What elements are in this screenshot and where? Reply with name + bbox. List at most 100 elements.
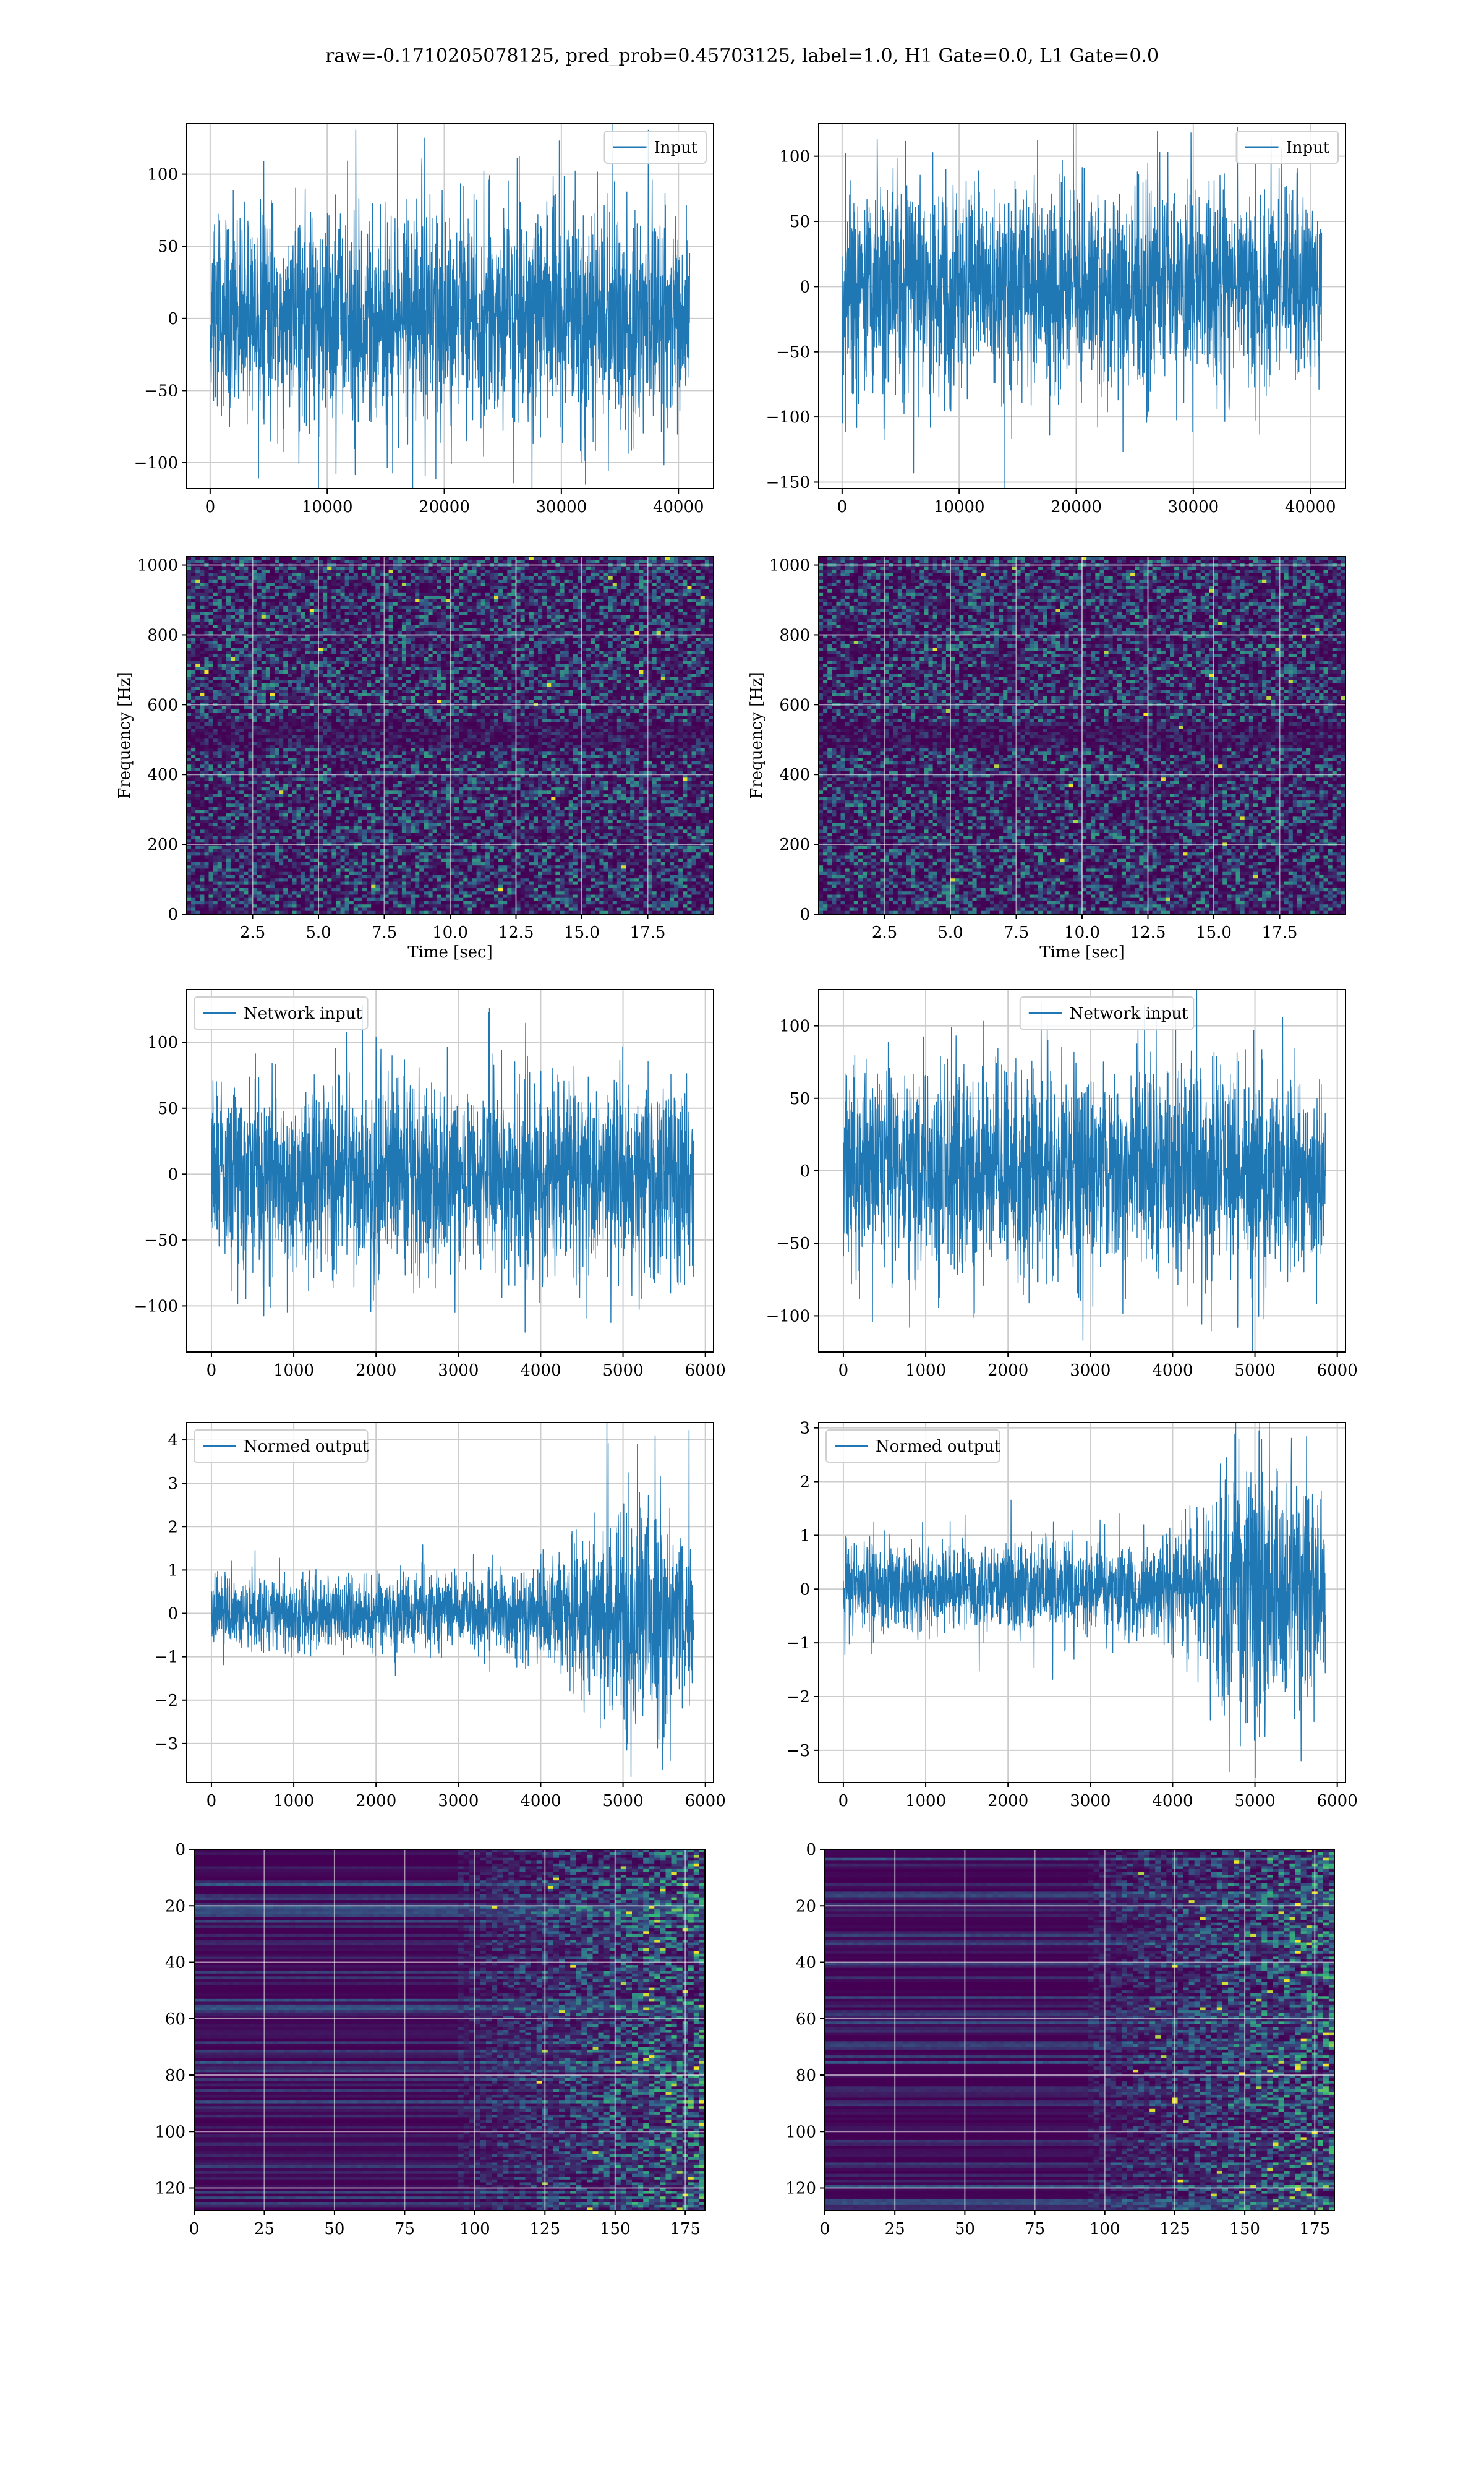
- spectrogram-left-cell: [385, 573, 390, 576]
- spectrogram-left-cell: [336, 580, 341, 583]
- spectrogram-left-cell: [341, 567, 346, 570]
- spectrogram-left-cell: [507, 570, 512, 573]
- spectrogram-left-cell: [485, 576, 490, 580]
- spectrogram-left-cell: [551, 580, 556, 583]
- spectrogram-left-cell: [555, 576, 560, 580]
- spectrogram-left-cell: [204, 576, 209, 580]
- spectrogram-left-cell: [226, 567, 231, 570]
- spectrogram-left-cell: [477, 570, 482, 573]
- spectrogram-left-cell: [481, 567, 486, 570]
- spectrogram-left-cell: [213, 576, 218, 580]
- spectrogram-left-cell: [485, 560, 490, 563]
- spectrogram-left-cell: [200, 576, 205, 580]
- spectrogram-left-cell: [555, 570, 560, 573]
- spectrogram-left-cell: [288, 580, 292, 583]
- spectrogram-left-cell: [429, 560, 433, 563]
- spectrogram-left-cell: [231, 576, 236, 580]
- spectrogram-left-cell: [542, 580, 547, 583]
- spectrogram-left-cell: [661, 576, 666, 580]
- spectrogram-left-cell: [490, 576, 495, 580]
- spectrogram-left-cell: [349, 576, 354, 580]
- spectrogram-left-cell: [459, 580, 464, 583]
- spectrogram-left-cell: [270, 567, 275, 570]
- input-right-ytick-label: 0: [800, 278, 810, 296]
- spectrogram-left-cell: [301, 560, 306, 563]
- spectrogram-left-cell: [525, 576, 530, 580]
- spectrogram-left-cell: [573, 573, 578, 576]
- spectrogram-left-cell: [626, 567, 631, 570]
- spectrogram-left-cell: [586, 560, 591, 563]
- spectrogram-left-cell: [503, 576, 508, 580]
- spectrogram-left-cell: [617, 573, 622, 576]
- spectrogram-left-cell: [599, 580, 604, 583]
- spectrogram-left-cell: [323, 580, 328, 583]
- spectrogram-left-cell: [187, 580, 192, 583]
- spectrogram-left-cell: [516, 560, 521, 563]
- spectrogram-left-cell: [222, 573, 227, 576]
- spectrogram-left-cell: [222, 570, 227, 573]
- spectrogram-left-cell: [463, 560, 468, 563]
- spectrogram-left-cell: [310, 570, 315, 573]
- spectrogram-left-cell: [705, 573, 710, 576]
- spectrogram-left-cell: [687, 573, 692, 576]
- spectrogram-left-cell: [441, 576, 446, 580]
- spectrogram-left-cell: [419, 576, 424, 580]
- spectrogram-left-cell: [358, 560, 363, 563]
- spectrogram-left-cell: [547, 573, 552, 576]
- spectrogram-left-cell: [542, 573, 547, 576]
- spectrogram-left-cell: [419, 570, 424, 573]
- spectrogram-left-cell: [398, 567, 403, 570]
- spectrogram-left-cell: [648, 560, 653, 563]
- spectrogram-left-cell: [617, 576, 622, 580]
- spectrogram-left-cell: [692, 573, 697, 576]
- spectrogram-left-cell: [283, 570, 288, 573]
- spectrogram-left-cell: [239, 573, 244, 576]
- spectrogram-left-panel: 2.5 5.0 7.5 10.0 12.5 15.0 17.5020040060080010…: [116, 557, 714, 962]
- spectrogram-left-cell: [209, 570, 214, 573]
- spectrogram-left-cell: [419, 567, 424, 570]
- input-left-xtick-label: 30000: [536, 498, 587, 516]
- spectrogram-left-cell: [551, 560, 556, 563]
- spectrogram-left-cell: [204, 573, 209, 576]
- spectrogram-left-cell: [595, 580, 600, 583]
- spectrogram-left-cell: [257, 560, 262, 563]
- spectrogram-left-cell: [354, 567, 359, 570]
- spectrogram-left-cell: [450, 570, 455, 573]
- spectrogram-left-cell: [441, 570, 446, 573]
- spectrogram-left-cell: [371, 560, 376, 563]
- spectrogram-left-cell: [318, 567, 323, 570]
- spectrogram-left-cell: [200, 570, 205, 573]
- spectrogram-left-cell: [354, 576, 359, 580]
- spectrogram-left-cell: [525, 573, 530, 576]
- spectrogram-left-cell: [331, 580, 336, 583]
- spectrogram-left-cell: [503, 570, 508, 573]
- spectrogram-left-cell: [262, 573, 267, 576]
- spectrogram-left-cell: [398, 560, 403, 563]
- spectrogram-left-cell: [288, 576, 292, 580]
- spectrogram-left-cell: [244, 567, 249, 570]
- spectrogram-left-cell: [367, 560, 372, 563]
- input-left-xtick-label: 20000: [419, 498, 470, 516]
- spectrogram-left-cell: [472, 567, 477, 570]
- spectrogram-left-cell: [477, 567, 482, 570]
- spectrogram-left-cell: [547, 567, 552, 570]
- spectrogram-left-cell: [310, 560, 315, 563]
- spectrogram-left-cell: [634, 570, 639, 573]
- spectrogram-left-cell: [222, 567, 227, 570]
- spectrogram-left-cell: [591, 576, 595, 580]
- spectrogram-left-cell: [222, 580, 227, 583]
- spectrogram-left-cell: [200, 573, 205, 576]
- spectrogram-left-cell: [485, 573, 490, 576]
- spectrogram-left-cell: [678, 570, 683, 573]
- spectrogram-left-cell: [477, 576, 482, 580]
- spectrogram-left-cell: [701, 567, 706, 570]
- spectrogram-left-cell: [467, 580, 472, 583]
- spectrogram-left-cell: [279, 580, 284, 583]
- spectrogram-left-cell: [490, 580, 495, 583]
- spectrogram-left-cell: [310, 576, 315, 580]
- spectrogram-left-cell: [529, 580, 534, 583]
- spectrogram-left-cell: [595, 567, 600, 570]
- spectrogram-left-cell: [385, 576, 390, 580]
- spectrogram-left-cell: [529, 570, 534, 573]
- spectrogram-left-cell: [674, 576, 679, 580]
